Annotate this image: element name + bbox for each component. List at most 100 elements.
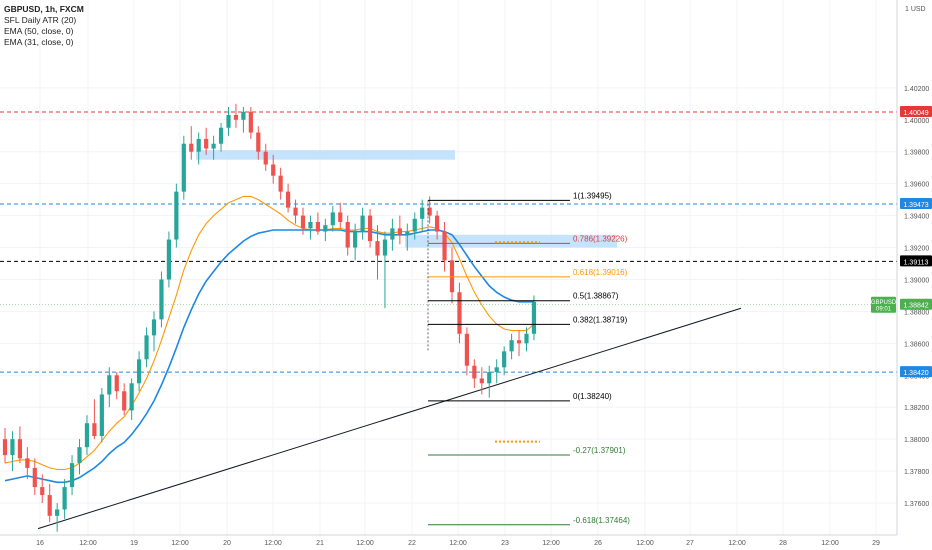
axis-unit-label: 1 USD — [905, 6, 926, 13]
candle-body — [189, 143, 194, 152]
candle — [99, 388, 104, 443]
time-tick-label: 28 — [779, 540, 787, 547]
legend-ema31-indicator[interactable]: EMA (31, close, 0) — [4, 37, 74, 47]
candle-body — [286, 191, 291, 208]
candle-body — [248, 111, 253, 133]
candle — [226, 107, 231, 136]
candle — [218, 122, 224, 152]
candle-body — [196, 138, 201, 152]
candle-body — [241, 111, 246, 120]
candle-body — [278, 175, 283, 192]
candle-body — [300, 215, 306, 229]
time-tick-label: 12:00 — [449, 540, 467, 547]
candle-body — [233, 114, 239, 120]
current-price-tag — [900, 298, 932, 310]
candle-body — [69, 463, 75, 488]
candle-body — [263, 151, 268, 165]
candle — [397, 215, 402, 245]
legend-atr-indicator[interactable]: SFL Daily ATR (20) — [4, 15, 77, 25]
price-axis-background — [897, 0, 932, 550]
time-tick-label: 12:00 — [542, 540, 560, 547]
fib-level-label: 0.786(1.39226) — [573, 234, 628, 243]
candle — [47, 483, 52, 523]
fib-level-label: 0(1.38240) — [573, 392, 612, 401]
price-level-tag-label: 1.38420 — [903, 370, 928, 377]
fib-level-label: 1(1.39495) — [573, 191, 612, 200]
time-axis-background — [0, 535, 932, 550]
demand-supply-zone — [196, 150, 455, 160]
candle — [367, 209, 373, 248]
price-level-tag — [900, 105, 932, 117]
fib-level-label: 0.618(1.39016) — [573, 268, 628, 277]
candle — [442, 221, 447, 272]
price-tick-label: 1.38000 — [904, 437, 929, 444]
candle-body — [487, 372, 492, 384]
fib-level-label: -0.27(1.37901) — [573, 446, 626, 455]
price-tick-label: 1.40200 — [904, 86, 929, 93]
candle-body — [509, 340, 514, 352]
candle — [293, 199, 298, 224]
candle-body — [181, 143, 186, 192]
candle — [435, 210, 440, 240]
candle-body — [17, 439, 22, 459]
candle — [412, 212, 417, 240]
candle — [472, 359, 477, 389]
candle-body — [345, 221, 350, 248]
fib-level-label: 0.382(1.38719) — [573, 315, 628, 324]
candle — [233, 103, 239, 128]
candle-body — [375, 241, 380, 256]
price-tick-label: 1.38600 — [904, 341, 929, 348]
price-tick-label: 1.39000 — [904, 277, 929, 284]
time-tick-label: 29 — [872, 540, 880, 547]
price-tick-label: 1.38200 — [904, 405, 929, 412]
time-tick-label: 22 — [408, 540, 416, 547]
candle — [330, 206, 335, 232]
time-tick-label: 23 — [501, 540, 509, 547]
candle-body — [457, 292, 462, 334]
price-tick-label: 1.37800 — [904, 469, 929, 476]
candle-body — [40, 487, 45, 496]
candle-body — [204, 138, 209, 149]
candle — [181, 135, 186, 200]
candle-body — [129, 383, 134, 411]
candle-body — [47, 495, 52, 516]
candle-body — [55, 509, 60, 516]
candle — [509, 333, 514, 360]
price-tick-label: 1.38800 — [904, 309, 929, 316]
candle — [382, 231, 388, 309]
candle-body — [32, 467, 37, 488]
price-level-tag — [900, 366, 932, 378]
candle-body — [323, 225, 328, 232]
price-level-tag — [900, 255, 932, 267]
time-tick-label: 26 — [594, 540, 602, 547]
fib-level-label: -0.618(1.37464) — [573, 516, 630, 525]
legend-ema50-indicator[interactable]: EMA (50, close, 0) — [4, 26, 74, 36]
time-tick-label: 12:00 — [636, 540, 654, 547]
candle-body — [77, 447, 82, 464]
price-level-tag — [900, 197, 932, 209]
candle — [427, 196, 432, 224]
candle — [137, 351, 142, 392]
candle — [494, 359, 499, 384]
candle — [323, 218, 328, 242]
candle — [196, 132, 201, 165]
candle — [256, 126, 261, 160]
candle-body — [315, 221, 320, 232]
candle-body — [390, 228, 395, 240]
time-tick-label: 12:00 — [171, 540, 189, 547]
candle-body — [25, 458, 30, 468]
candle-body — [151, 319, 157, 336]
trendline — [37, 307, 742, 530]
candle — [151, 311, 157, 352]
time-tick-label: 12:00 — [79, 540, 97, 547]
candle — [345, 215, 350, 256]
chart-legend: GBPUSD, 1h, FXCM SFL Daily ATR (20) EMA … — [4, 4, 84, 48]
candle-body — [107, 375, 112, 395]
legend-symbol[interactable]: GBPUSD, 1h, FXCM — [4, 4, 84, 14]
price-tick-label: 1.39200 — [904, 246, 929, 253]
candle-body — [144, 335, 149, 360]
candle-body — [479, 378, 484, 384]
candle — [315, 212, 320, 235]
candle-body — [442, 231, 447, 261]
